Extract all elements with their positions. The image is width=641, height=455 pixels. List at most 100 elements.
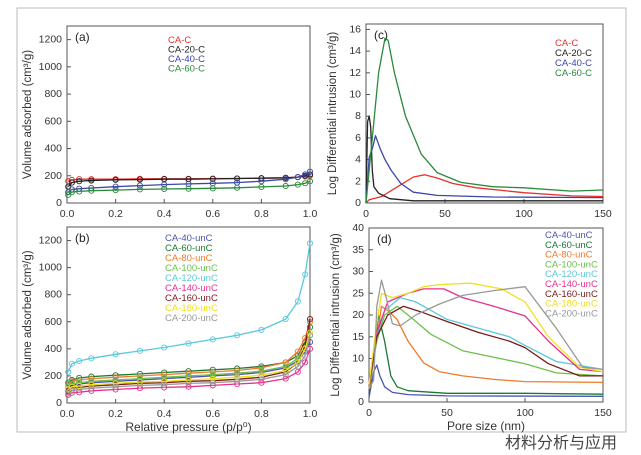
data-point-CA-60-C	[76, 188, 83, 195]
data-point-CA-100-unC	[76, 379, 83, 386]
legend-entry-CA-20-C: CA-20-C	[168, 45, 205, 56]
watermark: 材料分析与应用	[505, 433, 618, 452]
x-tick-label: 150	[594, 208, 612, 220]
y-tick-label: 6	[355, 132, 361, 144]
data-point-CA-40-C	[136, 182, 143, 189]
data-point-CA-40-C	[302, 171, 309, 178]
y-axis-label: Volume adsorbed (cm³/g)	[22, 50, 34, 179]
data-point-CA-120-unC	[185, 340, 192, 347]
data-point-CA-60-C	[136, 186, 143, 193]
x-tick-label: 0.0	[60, 208, 75, 220]
series-line-CA-160-unC	[368, 305, 603, 385]
data-point-CA-200-unC	[88, 385, 95, 392]
legend-entry-CA-60-C: CA-60-C	[555, 68, 592, 79]
y-tick-label: 25	[352, 287, 364, 299]
x-tick-label: 0.6	[205, 208, 220, 220]
plot-area	[365, 23, 604, 204]
data-point-CA-200-unC	[76, 386, 83, 393]
data-point-CA-60-C	[68, 189, 75, 196]
y-tick-label: 35	[352, 244, 364, 256]
x-tick-label: 0.4	[157, 208, 172, 220]
panel-label: (b)	[75, 231, 90, 245]
series-line-CA-180-unC	[368, 282, 604, 385]
legend-entry-CA-200-unC: CA-200-unC	[165, 313, 218, 324]
y-tick-label: 30	[352, 266, 364, 278]
data-point-CA-180-unC	[234, 374, 241, 381]
x-tick-label: 0.2	[108, 408, 123, 420]
data-point-CA-60-C	[88, 187, 95, 194]
data-point-CA-60-C	[234, 184, 241, 191]
y-tick-label: 0	[56, 397, 62, 409]
plot-area	[66, 25, 311, 204]
y-tick-label: 10	[352, 353, 364, 365]
data-point-CA-20-C	[68, 179, 75, 186]
data-point-CA-40-C	[306, 168, 314, 175]
data-point-CA-120-unC	[88, 355, 95, 362]
series-line-CA-100-unC	[67, 335, 311, 388]
data-point-CA-60-C	[209, 185, 216, 192]
y-axis-label: Log Differential intrusion (cm³/g)	[327, 32, 339, 196]
legend-entry-CA-60-C: CA-60-C	[168, 64, 205, 75]
legend-entry-CA-180-unC: CA-180-unC	[165, 303, 218, 314]
series-line-CA-40-C	[365, 135, 604, 204]
data-point-CA-180-unC	[88, 381, 95, 388]
y-tick-label: 0	[355, 197, 361, 209]
legend-entry-CA-80-unC: CA-80-unC	[545, 250, 593, 261]
y-axis-label: Volume adsorbed (cm³/g)	[22, 250, 34, 379]
y-tick-label: 2	[355, 175, 361, 187]
x-tick-label: 0	[366, 407, 372, 419]
y-tick-label: 0	[56, 197, 62, 209]
legend-entry-CA-140-unC: CA-140-unC	[545, 279, 598, 290]
legend-entry-CA-180-unC: CA-180-unC	[545, 299, 598, 310]
legend-entry-CA-140-unC: CA-140-unC	[165, 283, 218, 294]
legend-entry-CA-60-unC: CA-60-unC	[165, 243, 213, 254]
x-tick-label: 0.8	[254, 408, 269, 420]
y-tick-label: 40	[352, 222, 364, 234]
data-point-CA-120-unC	[68, 360, 75, 367]
data-point-CA-120-unC	[161, 344, 168, 351]
data-point-CA-200-unC	[68, 387, 75, 394]
y-tick-label: 14	[349, 45, 361, 57]
series-line-CA-140-unC	[368, 288, 604, 385]
data-point-CA-180-unC	[185, 376, 192, 384]
y-tick-label: 15	[352, 331, 364, 343]
y-tick-label: 200	[44, 170, 62, 182]
data-point-CA-180-unC	[112, 380, 119, 387]
legend-entry-CA-40-unC: CA-40-unC	[545, 230, 593, 241]
data-point-CA-120-unC	[294, 298, 301, 305]
data-point-CA-40-C	[112, 183, 119, 190]
y-tick-label: 800	[44, 289, 62, 301]
data-point-CA-80-unC	[282, 359, 289, 366]
panel-label: (d)	[377, 232, 392, 246]
panel-label: (a)	[75, 30, 90, 44]
legend-entry-CA-40-C: CA-40-C	[168, 54, 205, 65]
figure-frame	[16, 7, 627, 433]
data-point-CA-100-unC	[258, 368, 265, 375]
chart-panel-c: 0 50 100 150 0 2 4 6 8 10 12 14 16 (c) Log Differentia…	[327, 23, 612, 220]
data-point-CA-200-unC	[306, 332, 314, 339]
x-tick-label: 50	[441, 407, 453, 419]
series-line-CA-140-unC	[67, 348, 311, 396]
data-point-CA-100-unC	[234, 370, 241, 377]
series-line-CA-120-unC	[67, 243, 311, 373]
series-line-CA-60-C	[67, 180, 311, 196]
data-point-CA-120-unC	[136, 347, 143, 354]
legend-entry-CA-120-unC: CA-120-unC	[545, 269, 598, 280]
data-point-CA-180-unC	[282, 367, 289, 374]
series-line-CA-20-C	[365, 115, 603, 204]
data-point-CA-200-unC	[209, 379, 216, 386]
data-point-CA-120-unC	[76, 357, 83, 365]
y-tick-label: 12	[349, 67, 361, 79]
data-point-CA-40-C	[294, 174, 301, 181]
data-point-CA-180-unC	[76, 383, 83, 390]
series-line-CA-100-unC	[368, 305, 604, 385]
series-line-CA-60-C	[365, 37, 604, 204]
panel-label: (c)	[374, 28, 388, 42]
x-tick-label: 1.0	[303, 208, 318, 220]
data-point-CA-140-unC	[282, 375, 289, 382]
data-point-CA-20-C	[76, 178, 83, 185]
data-point-CA-200-unC	[136, 382, 143, 389]
legend-entry-CA-160-unC: CA-160-unC	[165, 293, 218, 304]
data-point-CA-120-unC	[209, 336, 216, 343]
data-point-CA-60-C	[282, 182, 289, 190]
